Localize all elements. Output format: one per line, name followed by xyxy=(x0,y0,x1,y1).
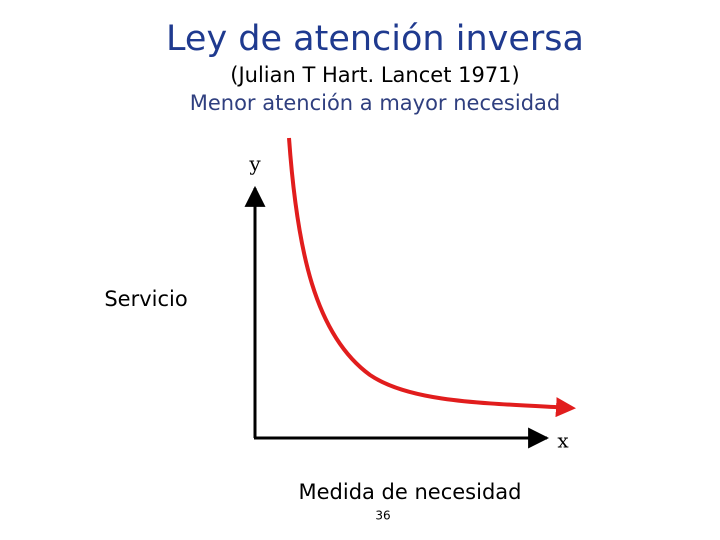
page-number: 36 xyxy=(375,509,390,523)
x-axis-letter: x xyxy=(557,429,569,453)
y-axis-label: Servicio xyxy=(104,287,187,311)
tagline: Menor atención a mayor necesidad xyxy=(190,91,561,115)
slide-title: Ley de atención inversa xyxy=(166,19,584,59)
y-axis-letter: y xyxy=(248,152,261,176)
subtitle: (Julian T Hart. Lancet 1971) xyxy=(230,63,520,87)
x-axis-label: Medida de necesidad xyxy=(298,480,521,504)
inverse-curve xyxy=(287,137,576,418)
